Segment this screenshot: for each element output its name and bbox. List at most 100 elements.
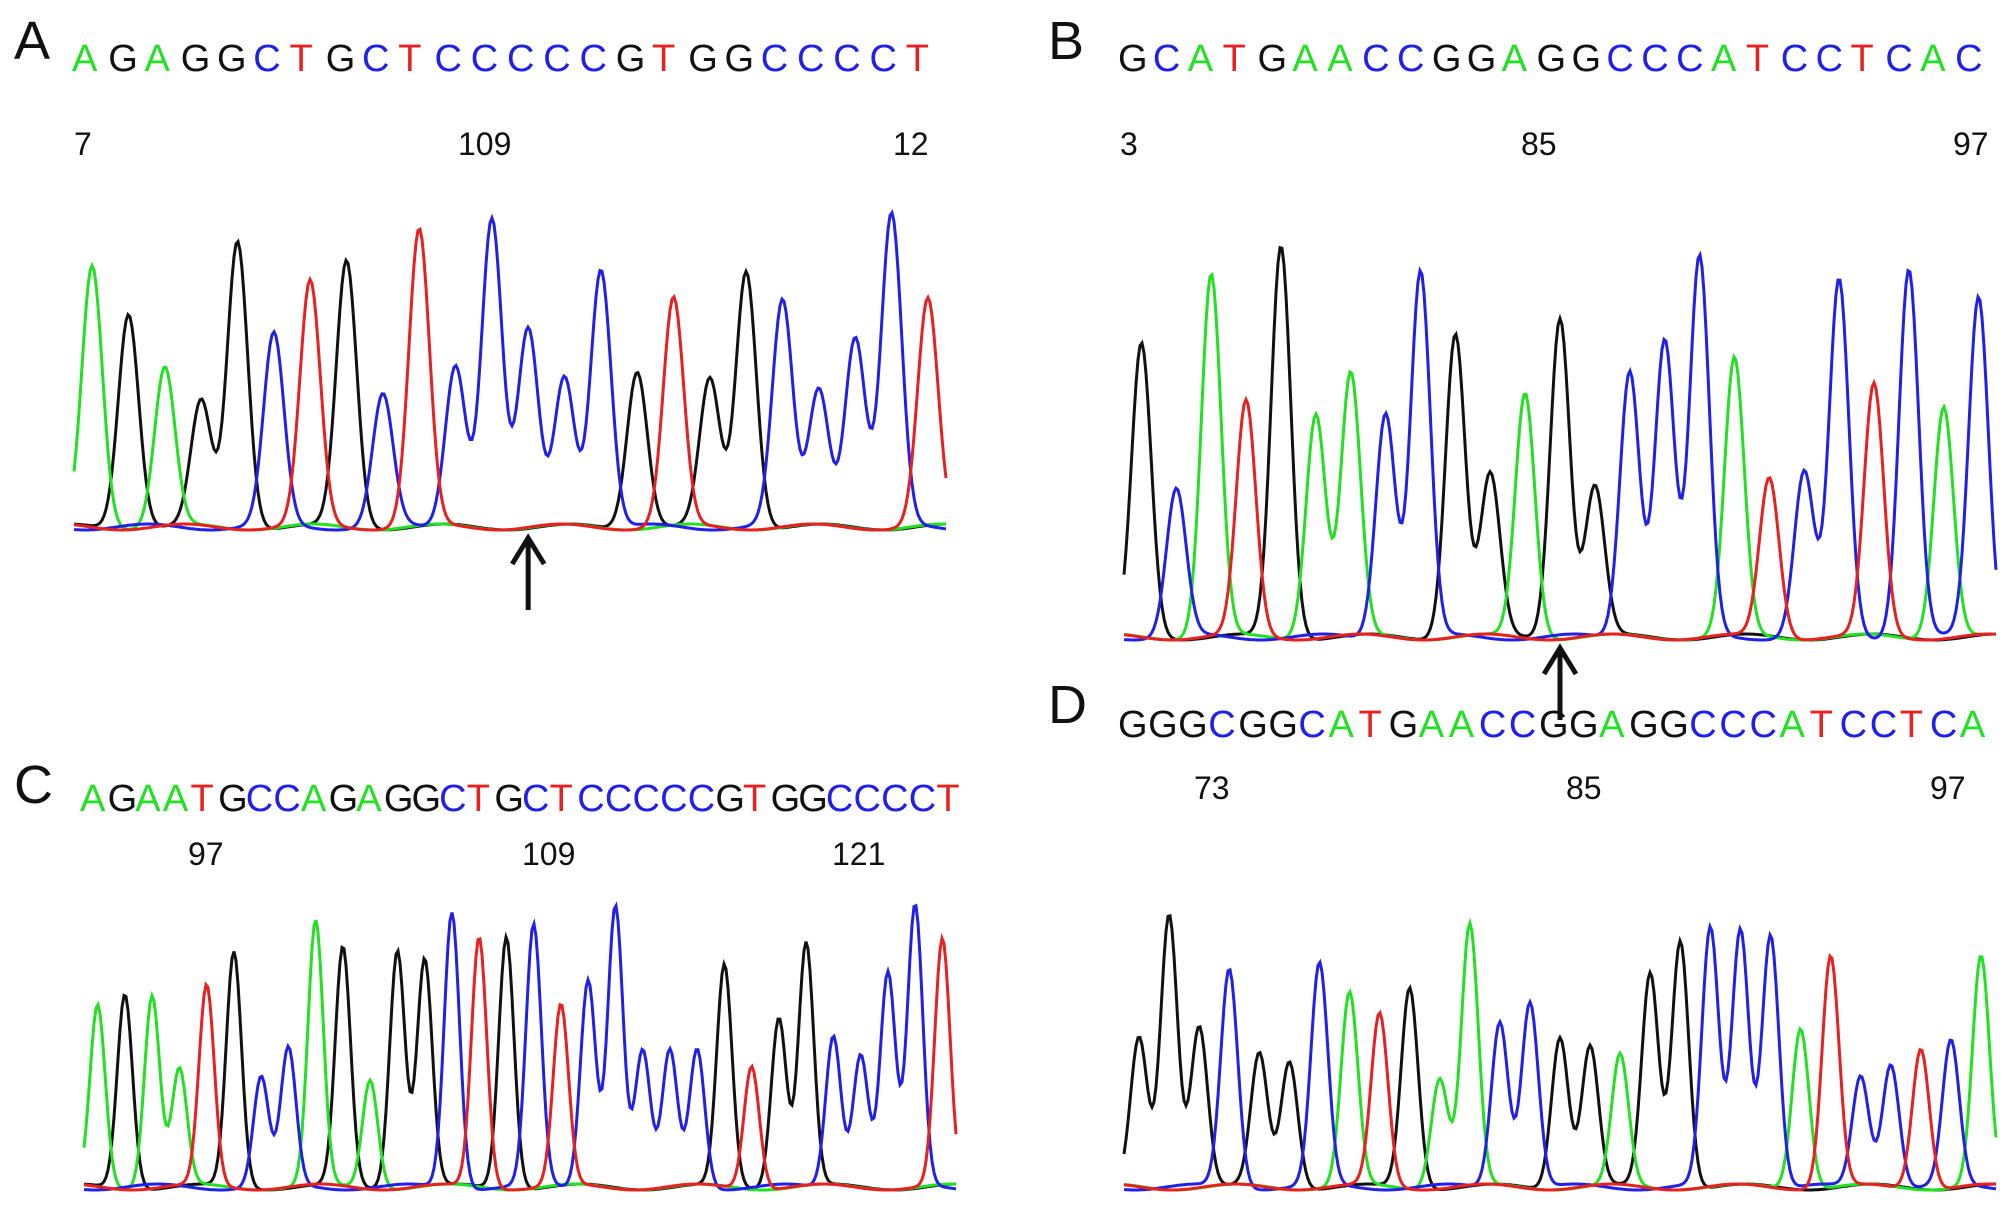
base-letter: G <box>724 38 755 80</box>
base-letter: A <box>135 778 161 820</box>
base-letter: C <box>797 38 825 80</box>
base-letter: C <box>439 778 467 820</box>
base-letter: C <box>507 38 535 80</box>
base-letter: C <box>1606 38 1634 80</box>
base-letter: T <box>549 778 573 820</box>
base-letter: C <box>1815 38 1844 80</box>
base-letter: T <box>1899 704 1923 746</box>
base-letter: A <box>80 778 106 820</box>
base-letter: G <box>798 778 828 820</box>
base-letter: T <box>190 778 214 820</box>
base-letter: C <box>1298 704 1326 746</box>
base-letter: C <box>1929 704 1958 746</box>
base-letter: A <box>1779 704 1805 746</box>
position-label: 85 <box>1566 770 1602 806</box>
base-letter: A <box>1418 704 1445 746</box>
trace-t <box>73 226 948 532</box>
base-letter: G <box>1118 704 1148 746</box>
base-letter: G <box>1148 704 1178 746</box>
base-letter: C <box>1839 704 1868 746</box>
base-letter: T <box>743 778 767 820</box>
position-label: 85 <box>1521 126 1557 162</box>
base-letter: T <box>936 778 960 820</box>
base-letter: T <box>1745 38 1770 80</box>
base-letter: G <box>218 778 248 820</box>
base-letter: T <box>1809 704 1833 746</box>
base-letter: C <box>632 778 660 820</box>
base-letter: C <box>1719 704 1747 746</box>
base-letter: G <box>615 38 646 80</box>
base-letter: A <box>1599 704 1625 746</box>
base-letter: G <box>1466 38 1497 80</box>
up-arrow-icon <box>1541 643 1579 720</box>
base-letter: G <box>1659 704 1689 746</box>
position-label: 97 <box>188 836 224 872</box>
base-letter: C <box>1955 38 1983 80</box>
base-letter: C <box>1362 38 1390 80</box>
base-letter: C <box>434 38 462 80</box>
panel-label: D <box>1048 675 1087 735</box>
base-letter: A <box>1501 38 1528 80</box>
base-letter: G <box>325 38 356 80</box>
base-letter: G <box>1268 704 1298 746</box>
position-label: 97 <box>1953 126 1989 162</box>
base-letter: A <box>162 778 189 820</box>
base-letter: C <box>908 778 937 820</box>
base-letter: A <box>1448 704 1475 746</box>
chromatogram <box>1122 245 1998 720</box>
base-letter: C <box>833 38 861 80</box>
panel-label: A <box>14 11 51 71</box>
base-letter: C <box>604 778 633 820</box>
base-letter: C <box>253 38 281 80</box>
base-letter: C <box>1397 38 1425 80</box>
base-letter: T <box>652 38 676 80</box>
base-letter: C <box>577 778 605 820</box>
base-letter: T <box>905 38 929 80</box>
position-label: 109 <box>522 836 576 872</box>
base-letter: G <box>494 778 524 820</box>
base-letter: G <box>107 778 138 820</box>
base-letter: G <box>411 778 442 820</box>
base-letter: T <box>1358 704 1382 746</box>
base-letter: C <box>470 38 499 80</box>
position-label: 73 <box>1194 770 1230 806</box>
base-letter: G <box>328 778 359 820</box>
base-letter: G <box>1388 704 1419 746</box>
base-letter: C <box>543 38 571 80</box>
base-letter: G <box>1238 704 1268 746</box>
base-letter: C <box>660 778 688 820</box>
base-letter: C <box>579 38 607 80</box>
base-letter: C <box>245 778 274 820</box>
trace-a <box>1123 917 1998 1192</box>
base-letter: G <box>1178 704 1208 746</box>
base-letter: C <box>1641 38 1669 80</box>
trace-g <box>1122 913 1996 1192</box>
base-letter: G <box>1538 704 1569 746</box>
base-letter: C <box>522 778 550 820</box>
chromatogram <box>72 209 948 610</box>
base-letter: C <box>1208 704 1236 746</box>
base-letter: A <box>1327 38 1353 80</box>
base-letter: T <box>466 778 490 820</box>
base-letter: C <box>869 38 897 80</box>
trace-c <box>1123 250 1998 642</box>
base-letter: C <box>881 778 909 820</box>
base-letter: A <box>1959 704 1986 746</box>
base-letter: G <box>770 778 801 820</box>
base-letter: C <box>1152 38 1181 80</box>
chromatogram <box>82 901 958 1192</box>
up-arrow-icon <box>510 533 547 610</box>
position-label: 121 <box>832 836 886 872</box>
base-letter: C <box>1885 38 1913 80</box>
base-letter: G <box>715 778 745 820</box>
base-letter: A <box>1710 38 1737 80</box>
position-label: 7 <box>74 126 92 162</box>
base-letter: G <box>217 38 247 80</box>
base-letter: C <box>1780 38 1809 80</box>
base-letter: G <box>1257 38 1288 80</box>
base-letter: C <box>760 38 789 80</box>
trace-c <box>73 209 947 532</box>
trace-t <box>1123 378 1997 642</box>
base-letter: G <box>180 38 211 80</box>
position-label: 109 <box>458 126 512 162</box>
